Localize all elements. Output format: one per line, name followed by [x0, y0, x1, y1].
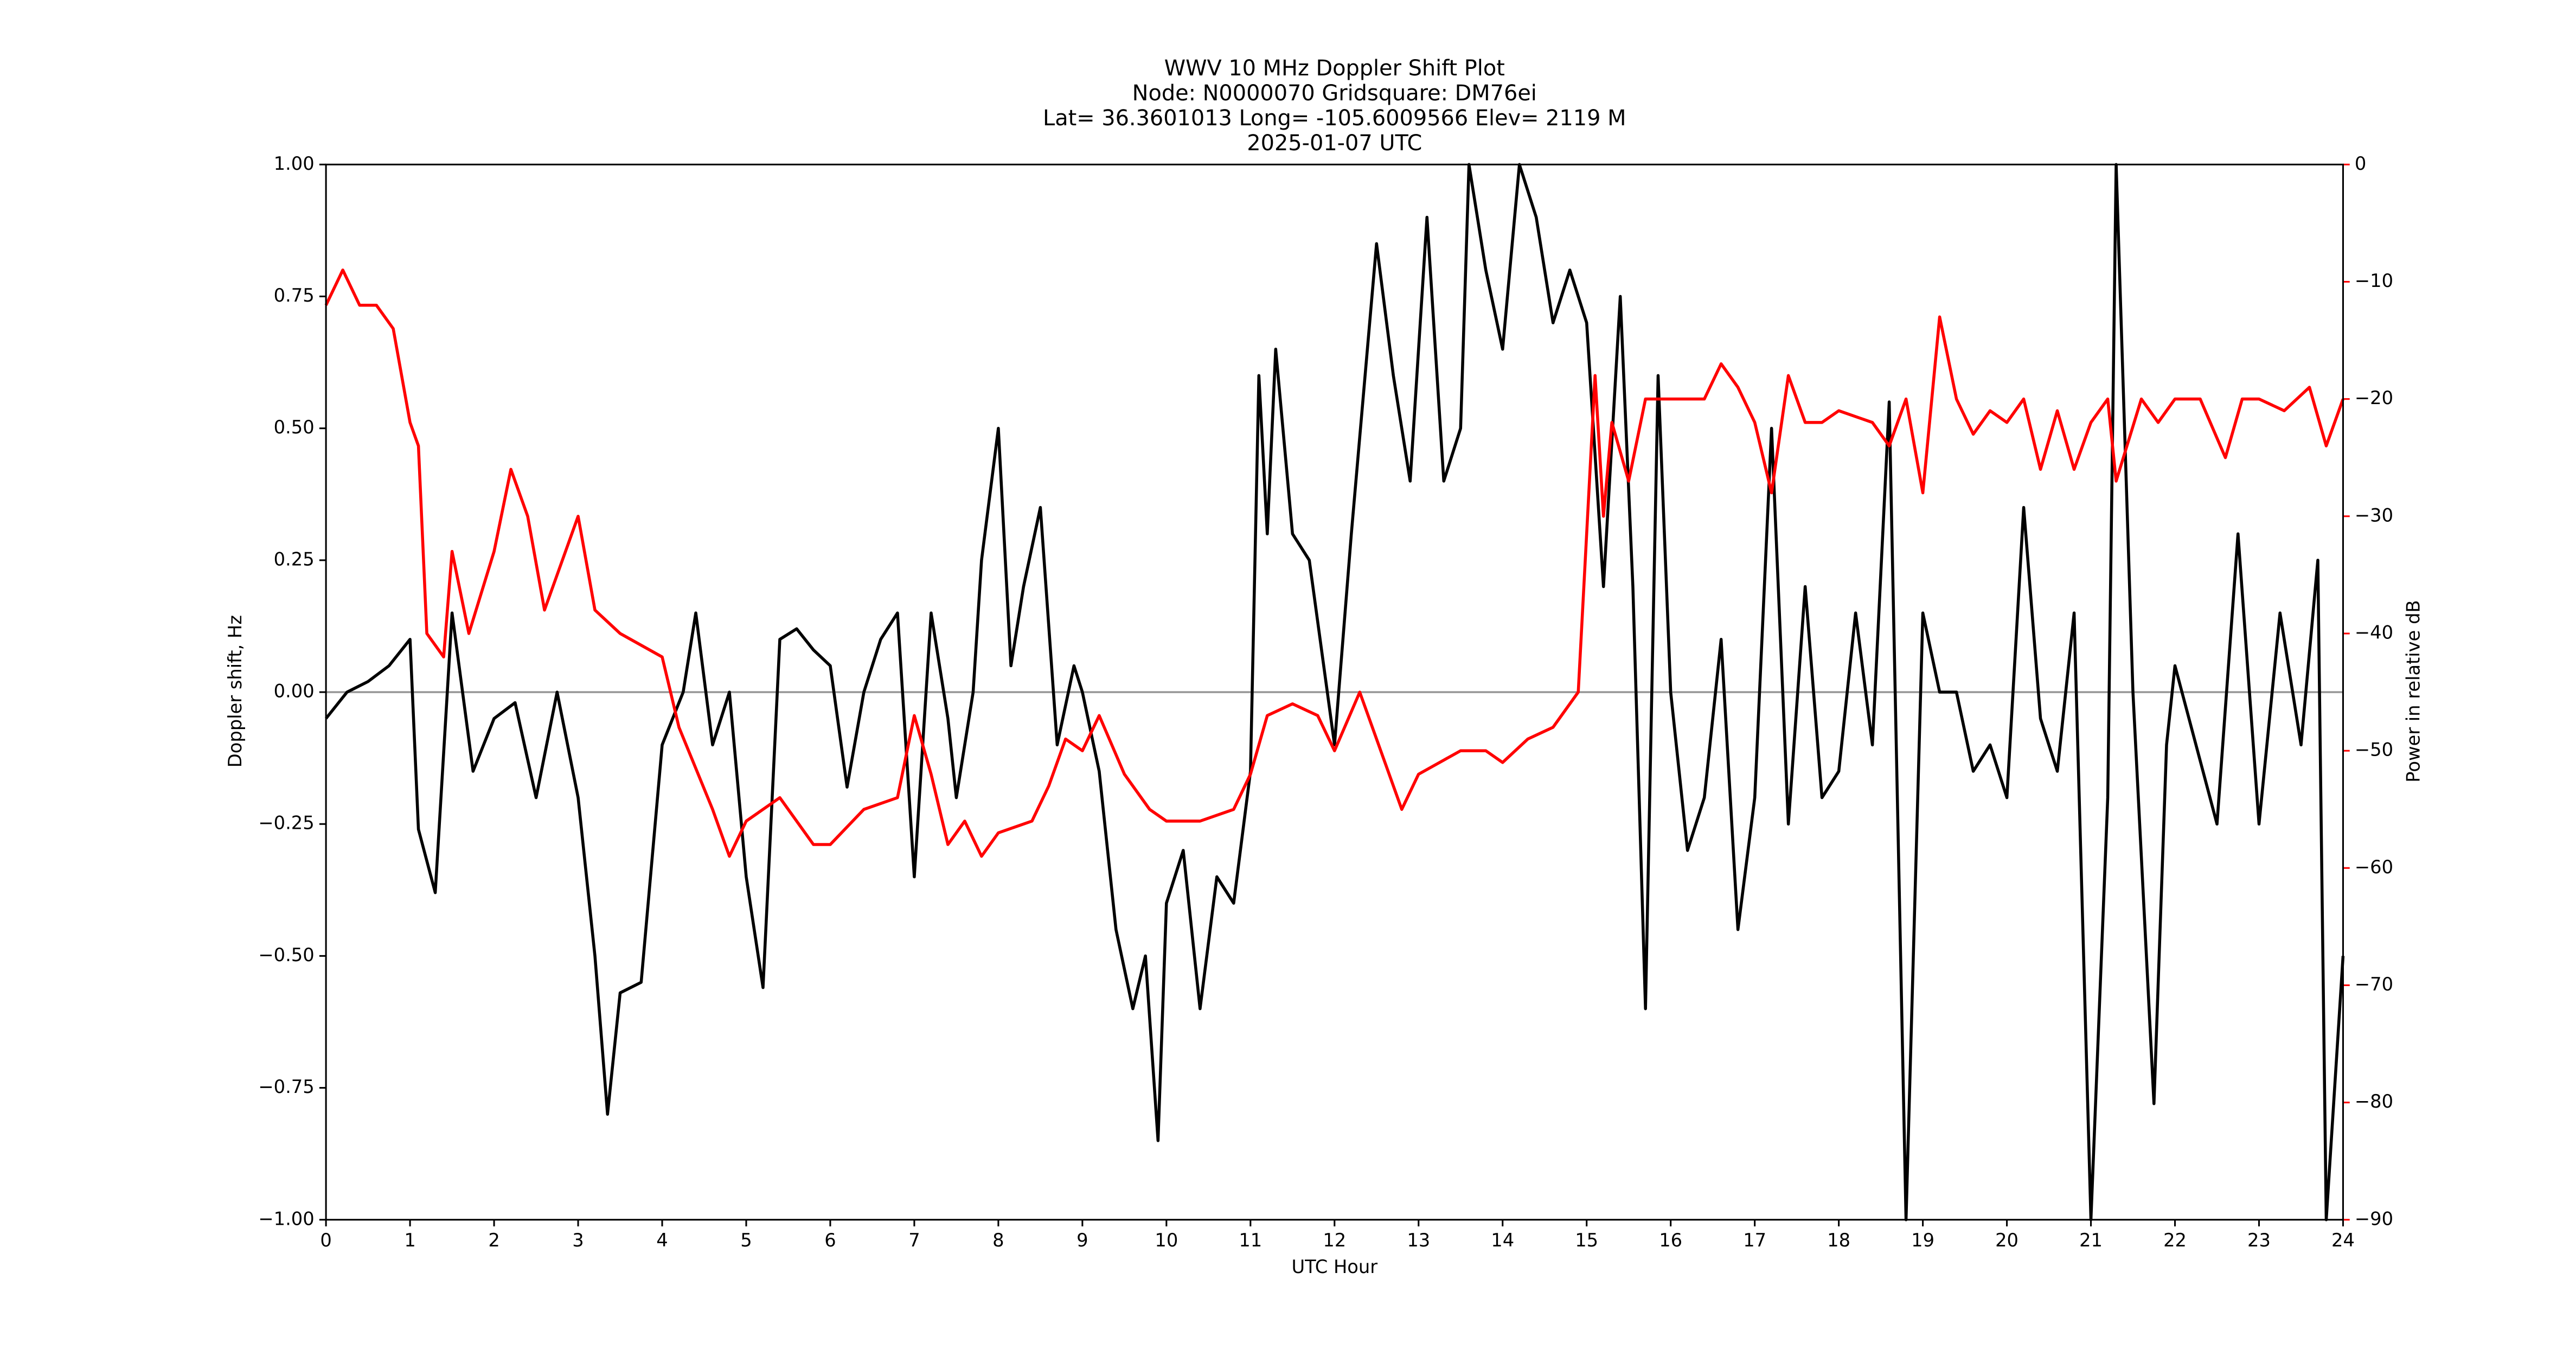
data-line [324, 163, 2345, 1221]
plot-frame [325, 163, 2344, 1221]
y2-tick-label: −30 [2355, 504, 2393, 526]
x-tick-label: 8 [992, 1230, 1004, 1251]
y2-tick-label: −90 [2355, 1208, 2393, 1229]
y-axis-label: Doppler shift, Hz [225, 615, 246, 767]
y2-tick-label: 0 [2355, 153, 2366, 174]
x-tick-label: 2 [488, 1230, 499, 1251]
x-tick-label: 6 [824, 1230, 836, 1251]
y-tick-label: 0.75 [274, 285, 315, 306]
data-line [324, 268, 2345, 858]
x-tick-label: 23 [2247, 1230, 2271, 1251]
x-tick-label: 9 [1076, 1230, 1088, 1251]
x-tick-label: 12 [1323, 1230, 1346, 1251]
x-tick-label: 22 [2163, 1230, 2187, 1251]
y2-tick-label: −60 [2355, 856, 2393, 878]
chart-subtitle: 2025-01-07 UTC [1247, 131, 1422, 156]
y-tick-label: 0.50 [274, 417, 315, 438]
y2-tick-label: −10 [2355, 270, 2393, 291]
x-axis-label: UTC Hour [1291, 1256, 1377, 1277]
x-tick-label: 1 [404, 1230, 415, 1251]
x-tick-label: 15 [1575, 1230, 1598, 1251]
x-tick-label: 21 [2079, 1230, 2103, 1251]
x-tick-label: 3 [572, 1230, 584, 1251]
x-tick-label: 4 [656, 1230, 668, 1251]
x-tick-label: 11 [1239, 1230, 1262, 1251]
y2-tick-label: −20 [2355, 387, 2393, 408]
x-tick-label: 20 [1995, 1230, 2018, 1251]
chart-subtitle: Lat= 36.3601013 Long= -105.6009566 Elev=… [1043, 106, 1626, 131]
y-tick-label: 0.00 [274, 681, 315, 702]
y2-tick-label: −70 [2355, 974, 2393, 995]
x-tick-label: 0 [320, 1230, 331, 1251]
x-tick-label: 16 [1659, 1230, 1682, 1251]
x-tick-label: 7 [908, 1230, 920, 1251]
chart-subtitle: Node: N0000070 Gridsquare: DM76ei [1132, 81, 1537, 106]
x-tick-label: 24 [2331, 1230, 2355, 1251]
y2-axis-label: Power in relative dB [2403, 600, 2424, 782]
chart-title: WWV 10 MHz Doppler Shift Plot [1164, 56, 1505, 81]
y-tick-label: −0.25 [258, 813, 314, 834]
x-tick-label: 14 [1491, 1230, 1514, 1251]
x-tick-label: 5 [740, 1230, 752, 1251]
x-tick-label: 10 [1155, 1230, 1178, 1251]
y2-tick-label: −40 [2355, 622, 2393, 643]
y2-tick-label: −50 [2355, 739, 2393, 760]
y-tick-label: −0.75 [258, 1076, 314, 1097]
x-tick-label: 17 [1743, 1230, 1766, 1251]
y-tick-label: 1.00 [274, 153, 315, 174]
x-tick-label: 13 [1407, 1230, 1430, 1251]
y-tick-label: −0.50 [258, 944, 314, 965]
x-tick-label: 18 [1827, 1230, 1850, 1251]
y2-tick-label: −80 [2355, 1091, 2393, 1112]
y-tick-label: −1.00 [258, 1208, 314, 1229]
y-tick-label: 0.25 [274, 548, 315, 570]
x-tick-label: 19 [1911, 1230, 1934, 1251]
